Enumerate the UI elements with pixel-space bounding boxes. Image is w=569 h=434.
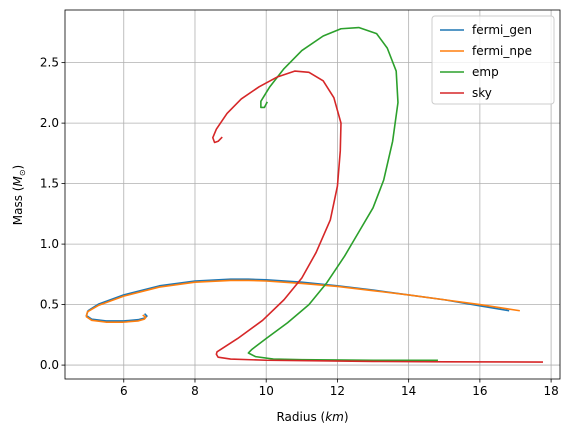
y-tick-label: 2.5	[40, 56, 59, 70]
series-line-fermi-npe	[85, 279, 520, 323]
series-lines	[85, 26, 543, 363]
y-tick-label: 0.5	[40, 298, 59, 312]
x-tick-label: 10	[259, 384, 274, 398]
legend-label-fermi-gen: fermi_gen	[472, 23, 532, 37]
x-tick-label: 6	[120, 384, 128, 398]
grid	[65, 10, 560, 379]
x-tick-label: 8	[191, 384, 199, 398]
legend-label-sky: sky	[472, 86, 492, 100]
axis-ticks: 6 8 10 12 14 16 18 0.0 0.5 1.0 1.5 2.0 2.5	[40, 56, 559, 398]
y-tick-label: 1.0	[40, 237, 59, 251]
legend-box	[431, 15, 555, 105]
x-tick-label: 18	[543, 384, 558, 398]
y-tick-label: 0.0	[40, 358, 59, 372]
series-line-sky	[211, 70, 543, 363]
x-axis-label-unit: km	[325, 410, 344, 424]
plot-frame	[64, 9, 561, 380]
legend-label-fermi-npe: fermi_npe	[472, 44, 532, 58]
y-axis-label-unit: M	[11, 176, 25, 187]
series-line-emp	[247, 26, 438, 362]
y-axis-label-sub: ⊙	[18, 169, 27, 176]
legend-label-emp: emp	[472, 65, 499, 79]
y-axis-label-prefix: Mass (	[11, 187, 25, 226]
x-tick-label: 14	[401, 384, 416, 398]
y-tick-label: 1.5	[40, 177, 59, 191]
y-axis-label: Mass (M⊙)	[11, 165, 27, 225]
x-tick-label: 16	[472, 384, 487, 398]
x-axis-label-suffix: )	[344, 410, 349, 424]
x-axis-label: Radius (km)	[276, 410, 348, 424]
x-axis-label-prefix: Radius (	[276, 410, 325, 424]
y-axis-label-suffix: )	[11, 165, 25, 170]
x-tick-label: 12	[330, 384, 345, 398]
y-tick-label: 2.0	[40, 116, 59, 130]
legend: fermi_gen fermi_npe emp sky	[431, 15, 555, 105]
